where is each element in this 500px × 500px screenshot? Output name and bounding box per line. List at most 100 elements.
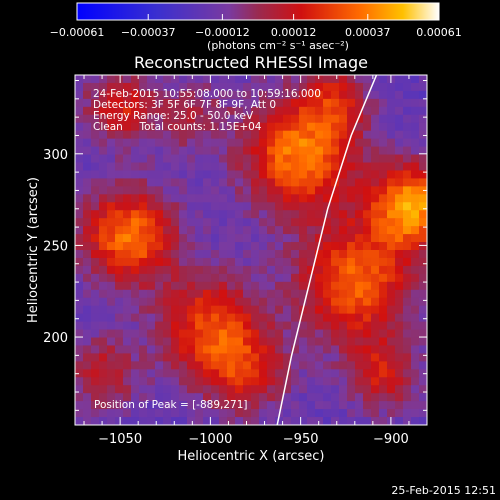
heatmap-cell — [291, 146, 300, 156]
heatmap-cell — [387, 289, 396, 299]
heatmap-cell — [187, 361, 196, 370]
heatmap-cell — [363, 146, 372, 156]
heatmap-cell — [387, 321, 396, 331]
heatmap-cell — [395, 242, 404, 251]
heatmap-cell — [291, 353, 300, 362]
heatmap-cell — [123, 250, 132, 259]
heatmap-cell — [219, 377, 228, 386]
heatmap-cell — [171, 114, 180, 124]
heatmap-cell — [171, 409, 180, 418]
heatmap-cell — [379, 170, 388, 180]
heatmap-cell — [203, 250, 212, 259]
heatmap-cell — [227, 106, 236, 116]
heatmap-cell — [355, 98, 364, 108]
heatmap-cell — [251, 345, 260, 355]
heatmap-cell — [107, 321, 116, 331]
heatmap-cell — [339, 321, 348, 331]
heatmap-cell — [355, 218, 364, 227]
heatmap-cell — [187, 114, 196, 124]
heatmap-cell — [139, 146, 148, 156]
heatmap-cell — [307, 170, 316, 180]
heatmap-cell — [155, 297, 164, 307]
heatmap-cell — [363, 345, 372, 355]
heatmap-cell — [403, 377, 412, 386]
heatmap-cell — [171, 194, 180, 203]
heatmap-cell — [387, 226, 396, 235]
heatmap-cell — [259, 194, 268, 203]
heatmap-cell — [419, 401, 427, 410]
heatmap-cell — [419, 242, 427, 251]
heatmap-cell — [195, 409, 204, 418]
heatmap-cell — [291, 369, 300, 378]
heatmap-cell — [195, 114, 204, 124]
heatmap-cell — [203, 257, 212, 267]
heatmap-cell — [291, 90, 300, 100]
heatmap-cell — [91, 369, 100, 378]
heatmap-cell — [315, 369, 324, 378]
heatmap-cell — [339, 329, 348, 339]
heatmap-cell — [171, 202, 180, 211]
heatmap-cell — [139, 122, 148, 132]
heatmap-cell — [283, 297, 292, 307]
heatmap-cell — [203, 178, 212, 187]
heatmap-cell — [235, 234, 244, 243]
heatmap-cell — [147, 146, 156, 156]
heatmap-cell — [243, 273, 252, 283]
heatmap-cell — [355, 401, 364, 410]
heatmap-cell — [187, 385, 196, 394]
heatmap-cell — [187, 154, 196, 164]
heatmap-cell — [403, 273, 412, 283]
heatmap-cell — [163, 409, 172, 418]
heatmap-cell — [251, 218, 260, 227]
heatmap-cell — [187, 289, 196, 299]
heatmap-cell — [227, 337, 236, 347]
heatmap-cell — [227, 257, 236, 267]
heatmap-cell — [403, 202, 412, 211]
heatmap-cell — [123, 242, 132, 251]
heatmap-cell — [91, 257, 100, 267]
heatmap-cell — [115, 297, 124, 307]
heatmap-cell — [291, 361, 300, 370]
heatmap-cell — [283, 337, 292, 347]
heatmap-cell — [139, 178, 148, 187]
heatmap-cell — [419, 377, 427, 386]
heatmap-cell — [211, 321, 220, 331]
heatmap-cell — [107, 154, 116, 164]
heatmap-cell — [227, 353, 236, 362]
heatmap-cell — [211, 210, 220, 219]
heatmap-cell — [131, 75, 140, 84]
heatmap-cell — [99, 329, 108, 339]
heatmap-cell — [75, 369, 84, 378]
heatmap-cell — [315, 257, 324, 267]
heatmap-cell — [235, 82, 244, 92]
heatmap-cell — [299, 162, 308, 172]
heatmap-cell — [259, 353, 268, 362]
heatmap-cell — [411, 361, 420, 370]
heatmap-cell — [123, 202, 132, 211]
heatmap-cell — [283, 305, 292, 315]
heatmap-image — [75, 75, 427, 425]
heatmap-cell — [323, 337, 332, 347]
heatmap-cell — [259, 401, 268, 410]
heatmap-cell — [107, 202, 116, 211]
heatmap-cell — [131, 361, 140, 370]
heatmap-cell — [395, 361, 404, 370]
heatmap-cell — [339, 257, 348, 267]
heatmap-cell — [363, 194, 372, 203]
heatmap-cell — [275, 281, 284, 291]
heatmap-cell — [83, 401, 92, 410]
heatmap-cell — [123, 218, 132, 227]
heatmap-cell — [243, 377, 252, 386]
heatmap-cell — [283, 385, 292, 394]
heatmap-cell — [267, 98, 276, 108]
heatmap-cell — [347, 273, 356, 283]
heatmap-cell — [147, 210, 156, 219]
heatmap-cell — [371, 273, 380, 283]
heatmap-cell — [91, 98, 100, 108]
heatmap-cell — [371, 313, 380, 323]
heatmap-cell — [347, 202, 356, 211]
heatmap-cell — [131, 218, 140, 227]
heatmap-cell — [339, 90, 348, 100]
heatmap-cell — [99, 90, 108, 100]
heatmap-cell — [299, 353, 308, 362]
